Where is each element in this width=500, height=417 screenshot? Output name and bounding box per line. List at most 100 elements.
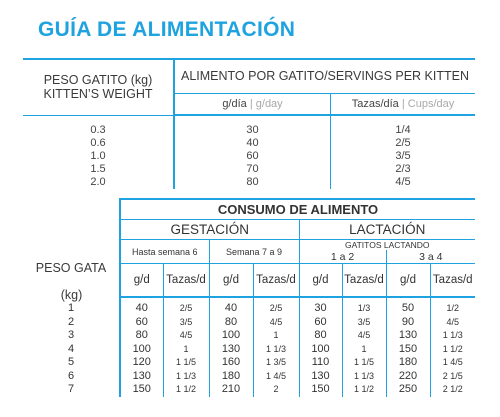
kitten-row: 0.6 40 2/5 <box>23 137 475 150</box>
queen-cell-h: 1 1/3 <box>442 330 463 340</box>
queen-cell-d: 2 <box>253 383 300 397</box>
queen-cell-f: 3/5 <box>342 315 387 329</box>
queen-cell-c: 80 <box>209 315 254 329</box>
queen-cell-e: 130 <box>299 369 343 383</box>
queen-cell-f: 1 1/2 <box>342 383 387 397</box>
queen-cell-h: 2 1/2 <box>442 384 463 394</box>
kitten-cell-cups: 2/3 <box>395 163 411 175</box>
queen-cell-c: 180 <box>209 369 254 383</box>
queen-cell-a: 60 <box>120 315 164 329</box>
grams-per-day-header: g/día | g/day <box>174 93 331 116</box>
queen-cell-g: 90 <box>386 315 431 329</box>
queen-cell-b: 1 <box>163 342 210 356</box>
adult-consumption-table: CONSUMO DE ALIMENTO GESTACIÓN LACTACIÓN … <box>23 198 475 397</box>
kitten-row: 0.3 30 1/4 <box>23 115 475 137</box>
kitten-cell-cups: 2/5 <box>395 137 411 149</box>
queen-row: 5 120 1 1/5 160 1 3/5 110 1 1/5 180 1 4/5 <box>23 356 475 370</box>
queen-cell-a: 150 <box>120 383 164 397</box>
queen-cell-w: 2 <box>23 315 121 329</box>
tazas-header: Tazas/d <box>253 263 300 298</box>
queen-weight-header: PESO GATA <box>23 239 121 297</box>
queen-cell-h: 1 4/5 <box>442 357 463 367</box>
kitten-cell-grams: 60 <box>174 150 331 163</box>
kitten-cell-weight: 0.3 <box>23 115 175 137</box>
queen-cell-c: 130 <box>209 342 254 356</box>
kitten-row: 2.0 80 4/5 <box>23 176 475 189</box>
queen-cell-e: 110 <box>299 356 343 370</box>
queen-cell-f: 1/3 <box>342 297 387 316</box>
queen-cell-b: 1 1/2 <box>163 383 210 397</box>
queen-cell-g: 180 <box>386 356 431 370</box>
queen-cell-e: 30 <box>299 297 343 316</box>
queen-cell-a: 120 <box>120 356 164 370</box>
kitten-row: 1.0 60 3/5 <box>23 150 475 163</box>
kitten-weight-header-es: PESO GATITO <box>43 73 128 88</box>
kitten-servings-header: ALIMENTO POR GATITO/SERVINGS PER KITTEN <box>174 58 475 94</box>
queen-cell-c: 40 <box>209 297 254 316</box>
queen-row: 4 100 1 130 1 1/3 100 1 150 1 1/2 <box>23 342 475 356</box>
lactation-header: LACTACIÓN <box>299 219 475 240</box>
queen-cell-w: 7 <box>23 383 121 397</box>
queen-cell-f: 1 1/3 <box>342 369 387 383</box>
page-title: GUÍA DE ALIMENTACIÓN <box>38 18 296 41</box>
consumption-header: CONSUMO DE ALIMENTO <box>120 198 475 220</box>
queen-cell-c: 100 <box>209 329 254 343</box>
queen-cell-g: 220 <box>386 369 431 383</box>
kitten-cell-grams: 80 <box>174 176 331 189</box>
kitten-cell-weight: 2.0 <box>23 176 175 189</box>
queen-row: 2 60 3/5 80 4/5 60 3/5 90 4/5 <box>23 315 475 329</box>
queen-cell-h: 4/5 <box>446 316 459 327</box>
tazas-header: Tazas/d <box>342 263 387 298</box>
nursing-kittens-header: GATITOS LACTANDO <box>344 240 430 250</box>
queen-cell-w: 3 <box>23 329 121 343</box>
kitten-cell-cups: 4/5 <box>395 176 411 188</box>
queen-cell-e: 80 <box>299 329 343 343</box>
queen-cell-b: 1 1/3 <box>163 369 210 383</box>
queen-cell-a: 40 <box>120 297 164 316</box>
queen-cell-w: 6 <box>23 369 121 383</box>
queen-cell-e: 60 <box>299 315 343 329</box>
queen-cell-g: 130 <box>386 329 431 343</box>
queen-cell-d: 2/5 <box>253 297 300 316</box>
tazas-header: Tazas/d <box>430 263 475 298</box>
queen-cell-b: 4/5 <box>163 329 210 343</box>
kitten-cell-weight: 0.6 <box>23 137 175 150</box>
cups-per-day-header: Tazas/día | Cups/day <box>330 93 475 116</box>
queen-cell-g: 50 <box>386 297 431 316</box>
queen-cell-d: 1 4/5 <box>253 369 300 383</box>
kitten-weight-unit: (kg) <box>130 73 153 88</box>
kitten-cell-weight: 1.0 <box>23 150 175 163</box>
queen-cell-c: 210 <box>209 383 254 397</box>
queen-cell-d: 1 1/3 <box>253 342 300 356</box>
kitten-cell-cups: 3/5 <box>395 150 411 162</box>
kittens-3-to-4: 3 a 4 <box>386 250 475 264</box>
kittens-1-to-2: 1 a 2 <box>299 250 387 264</box>
gd-header: g/d <box>386 263 431 298</box>
queen-row: 6 130 1 1/3 180 1 4/5 130 1 1/3 220 2 1/5 <box>23 369 475 383</box>
queen-cell-b: 2/5 <box>163 297 210 316</box>
queen-cell-a: 130 <box>120 369 164 383</box>
queen-cell-g: 250 <box>386 383 431 397</box>
queen-cell-h: 1/2 <box>446 303 459 313</box>
queen-cell-g: 150 <box>386 342 431 356</box>
queen-row: 1 40 2/5 40 2/5 30 1/3 50 1/2 <box>23 297 475 316</box>
kitten-cell-grams: 40 <box>174 137 331 150</box>
kitten-cell-cups: 1/4 <box>395 124 411 136</box>
kitten-weight-header-en: KITTEN’S WEIGHT <box>43 87 153 102</box>
queen-row: 3 80 4/5 100 1 80 4/5 130 1 1/3 <box>23 329 475 343</box>
queen-cell-b: 1 1/5 <box>163 356 210 370</box>
queen-row: 7 150 1 1/2 210 2 150 1 1/2 250 2 1/2 <box>23 383 475 397</box>
queen-cell-f: 4/5 <box>342 329 387 343</box>
up-to-week-6: Hasta semana 6 <box>120 239 210 264</box>
kitten-cell-grams: 30 <box>174 115 331 137</box>
gestation-header: GESTACIÓN <box>120 219 300 240</box>
queen-cell-d: 4/5 <box>253 315 300 329</box>
kitten-weight-header: PESO GATITO (kg) KITTEN’S WEIGHT <box>23 58 175 116</box>
queen-cell-h: 2 1/5 <box>442 370 463 381</box>
queen-cell-w: 5 <box>23 356 121 370</box>
queen-cell-d: 1 <box>253 329 300 343</box>
week-7-to-9: Semana 7 a 9 <box>209 239 300 264</box>
queen-cell-h: 1 1/2 <box>442 343 463 354</box>
tazas-header: Tazas/d <box>163 263 210 298</box>
queen-cell-e: 150 <box>299 383 343 397</box>
